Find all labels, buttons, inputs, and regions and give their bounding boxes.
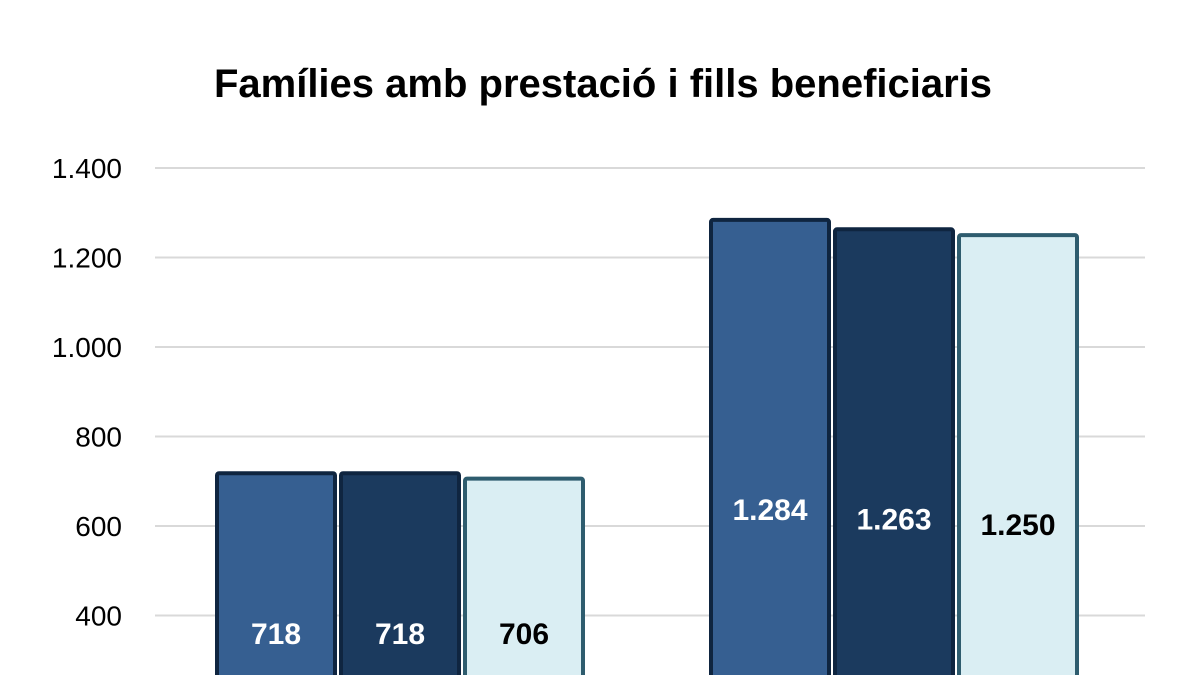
bar	[957, 233, 1079, 675]
data-label: 1.263	[856, 503, 931, 536]
data-label: 1.250	[980, 509, 1055, 542]
y-tick-label: 400	[75, 601, 122, 632]
data-label: 718	[251, 618, 301, 651]
y-tick-label: 800	[75, 422, 122, 453]
y-axis-tick-labels: 400 600 800 1.000 1.200 1.400	[52, 153, 122, 632]
bar	[709, 217, 831, 675]
bar	[339, 471, 461, 675]
y-tick-label: 600	[75, 511, 122, 542]
y-tick-label: 1.000	[52, 332, 122, 363]
bar	[215, 471, 337, 675]
data-label: 706	[499, 618, 549, 651]
y-tick-label: 1.400	[52, 153, 122, 184]
data-label: 1.284	[732, 494, 807, 527]
y-tick-label: 1.200	[52, 243, 122, 274]
bar	[463, 476, 585, 675]
chart-title: Famílies amb prestació i fills beneficia…	[213, 62, 993, 106]
bar	[833, 227, 955, 675]
bars	[215, 217, 1079, 675]
data-label: 718	[375, 618, 425, 651]
data-labels: 718 1.284 718 1.263 706 1.250	[251, 494, 1056, 651]
